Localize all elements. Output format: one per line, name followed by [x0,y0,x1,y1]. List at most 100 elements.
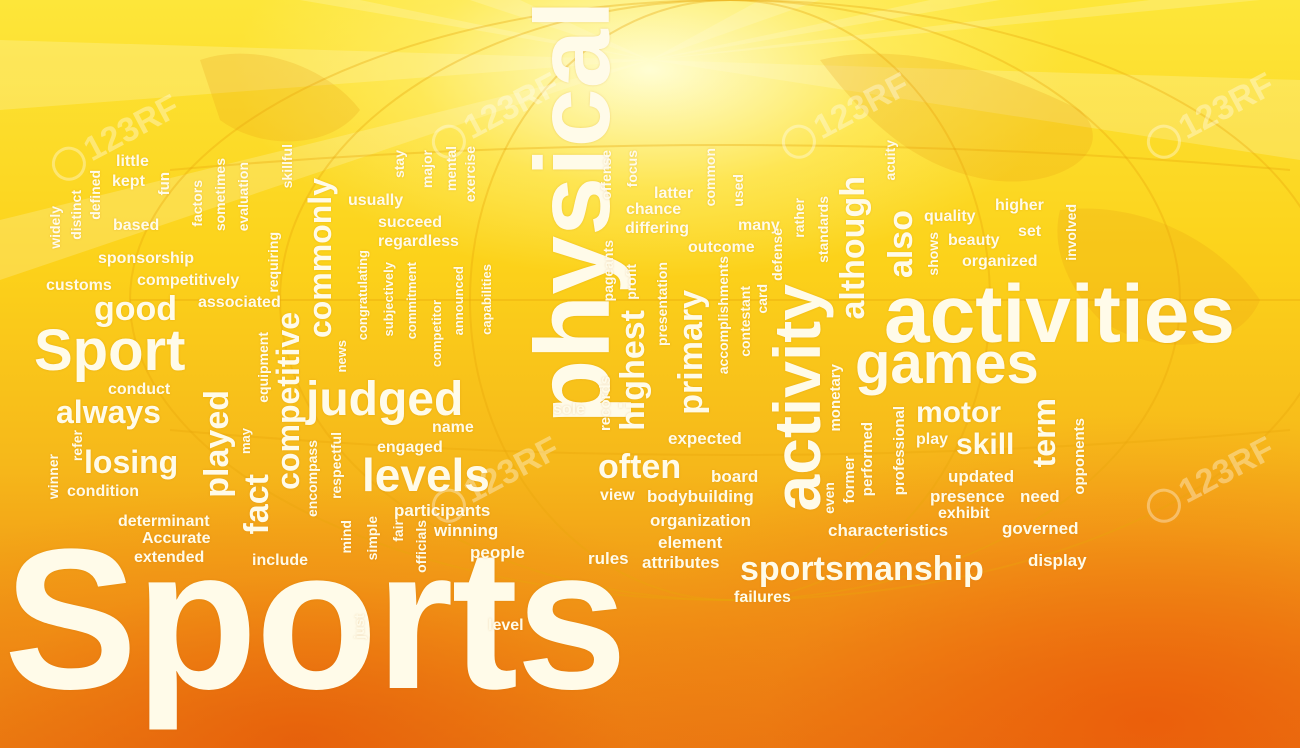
word-extended: extended [134,549,205,566]
word-sponsorship: sponsorship [98,250,195,267]
word-regardless: regardless [378,233,459,250]
word-performed: performed [859,422,876,497]
word-differing: differing [625,220,689,237]
word-congratulating: congratulating [355,250,370,341]
word-involved: involved [1063,204,1079,261]
word-organized: organized [962,253,1038,270]
word-may: may [238,428,253,455]
word-just: just [351,614,367,639]
word-governed: governed [1002,519,1079,538]
word-levels: levels [362,449,490,501]
word-widely: widely [47,206,63,249]
word-distinct: distinct [68,190,84,240]
word-commonly: commonly [302,178,338,339]
word-conduct: conduct [108,381,171,398]
word-competitor: competitor [429,300,444,368]
word-fair: fair [390,520,406,542]
word-played: played [198,390,236,498]
word-fact: fact [238,474,276,535]
word-rather: rather [791,198,807,238]
word-acuity: acuity [882,140,898,181]
word-physical: physical [514,0,632,425]
word-latter: latter [654,185,694,202]
word-quality: quality [924,208,976,225]
word-rules: rules [588,549,629,568]
word-judged: judged [306,373,464,426]
word-pageants: pageants [600,240,616,302]
word-presence: presence [930,487,1005,506]
word-standards: standards [815,196,831,263]
word-factors: factors [189,180,205,227]
word-focus: focus [624,150,640,188]
word-level: level [488,617,524,634]
word-announced: announced [451,266,466,336]
word-play: play [916,431,949,448]
word-based: based [113,217,160,234]
word-determinant: determinant [118,513,210,530]
word-officials: officials [413,520,429,573]
word-condition: condition [67,483,139,500]
word-even: even [821,482,837,514]
word-organization: organization [650,511,752,530]
word-beauty: beauty [948,232,1000,249]
word-card: card [754,284,770,314]
word-major: major [419,150,435,189]
word-outcome: outcome [688,239,755,256]
word-respectful: respectful [328,432,344,499]
word-news: news [334,340,349,373]
word-defense: defense [769,228,785,281]
word-people: people [470,543,525,562]
word-exhibit: exhibit [938,505,990,522]
word-motor: motor [916,396,1001,429]
word-encompass: encompass [304,440,320,518]
word-succeed: succeed [378,214,443,231]
word-often: often [598,448,682,486]
word-evaluation: evaluation [235,162,251,232]
word-customs: customs [46,277,112,294]
word-display: display [1028,551,1087,570]
word-exercise: exercise [462,146,478,203]
word-kept: kept [112,173,145,190]
word-name: name [432,419,474,436]
word-need: need [1020,487,1060,506]
word-sport: Sport [34,318,186,383]
word-sports: Sports [4,508,627,731]
word-highest: highest [614,310,652,431]
word-winning: winning [434,521,499,540]
word-refer: refer [69,430,85,462]
word-competitively: competitively [137,272,240,289]
word-skillful: skillful [279,144,295,189]
word-accurate: Accurate [142,530,211,547]
word-simple: simple [364,516,380,561]
word-always: always [56,394,161,430]
word-mind: mind [338,520,354,554]
word-include: include [252,552,309,569]
word-also: also [882,210,920,279]
word-opponents: opponents [1071,418,1088,495]
word-sportsmanship: sportsmanship [740,550,984,588]
word-board: board [711,467,759,486]
word-games: games [855,331,1039,396]
word-associated: associated [198,294,281,311]
word-sole: sole [553,401,586,418]
word-higher: higher [995,197,1044,214]
word-chance: chance [626,201,682,218]
word-fun: fun [156,172,173,196]
word-mental: mental [443,146,459,192]
word-element: element [658,533,723,552]
word-common: common [702,148,718,207]
word-term: term [1026,398,1062,468]
word-professional: professional [891,406,908,496]
word-requiring: requiring [265,232,281,293]
word-primary: primary [672,290,710,415]
word-contestant: contestant [737,286,753,357]
word-view: view [600,487,635,504]
word-records: records [597,376,614,432]
word-set: set [1018,223,1042,240]
word-expected: expected [668,429,742,448]
word-offense: offense [598,150,614,200]
word-commitment: commitment [404,262,419,340]
word-little: little [116,153,149,170]
